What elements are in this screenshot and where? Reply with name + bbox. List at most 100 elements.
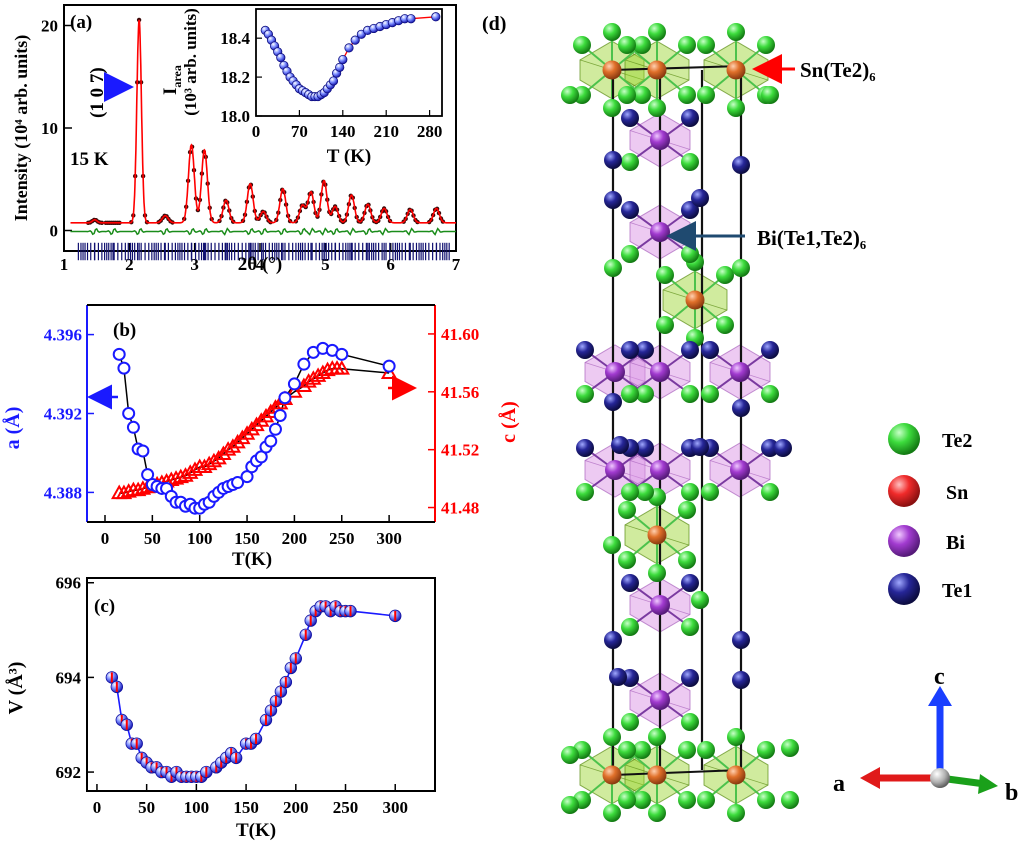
atom-te2 xyxy=(618,501,636,519)
atom-bi xyxy=(650,222,670,242)
atom-te2 xyxy=(701,483,719,501)
panel-b-xlabel: T(K) xyxy=(232,549,272,570)
legend: Te2 Sn Bi Te1 xyxy=(888,423,972,605)
atom-sn xyxy=(726,765,746,785)
atom-te2 xyxy=(621,618,639,636)
atom-bi xyxy=(730,362,750,382)
atom-te2 xyxy=(603,728,621,746)
atom-te2 xyxy=(618,791,636,809)
atom-te2 xyxy=(618,551,636,569)
c-param-point xyxy=(167,470,185,485)
x-tick-label: 0 xyxy=(101,529,110,548)
a-axis-head xyxy=(860,767,880,789)
c-param-point xyxy=(380,364,398,379)
axis-triad: c a b xyxy=(833,664,1018,806)
c-axis-head xyxy=(928,686,952,706)
atom-te1 xyxy=(774,439,792,457)
panel-c-label: (c) xyxy=(94,596,115,617)
atom-te2 xyxy=(621,483,639,501)
atom-te2 xyxy=(681,385,699,403)
c-axis-label: c xyxy=(934,664,945,690)
legend-te2-swatch xyxy=(888,423,920,455)
atom-te1 xyxy=(761,439,779,457)
a-param-point xyxy=(117,361,131,375)
y-tick-label: 20 xyxy=(41,17,58,36)
c-param-point xyxy=(186,461,204,476)
x-tick-label: 200 xyxy=(283,798,309,817)
panel-b: 0 50 100 150 200 250 300 4.388 4.392 4.396 41.48 41… xyxy=(1,304,520,570)
atom-te2 xyxy=(573,36,591,54)
y-tick-label: 0 xyxy=(50,222,59,241)
legend-te1: Te1 xyxy=(942,580,972,602)
atom-bi xyxy=(605,460,625,480)
atom-te2 xyxy=(716,266,734,284)
a-param-point xyxy=(273,408,287,422)
atom-te2 xyxy=(727,804,745,822)
a-param-point xyxy=(122,407,136,420)
temperature-annotation: 15 K xyxy=(70,149,109,170)
inset-xlabel: T (K) xyxy=(327,146,372,167)
y-tick-label-right: 41.52 xyxy=(441,441,479,460)
a-param-point xyxy=(335,347,349,361)
c-param-point xyxy=(248,416,265,432)
atom-te1 xyxy=(681,574,699,592)
x-tick-label: 300 xyxy=(376,529,402,548)
legend-sn-swatch xyxy=(888,475,920,507)
a-param-point xyxy=(382,359,396,373)
bragg-markers xyxy=(77,242,450,261)
legend-bi: Bi xyxy=(946,532,965,554)
atom-te2 xyxy=(621,153,639,171)
atom-te2 xyxy=(603,99,621,117)
atom-te2 xyxy=(761,483,779,501)
atom-te2 xyxy=(561,796,579,814)
atom-te2 xyxy=(697,36,715,54)
atom-te2 xyxy=(618,86,636,104)
c-param-point xyxy=(134,480,152,495)
inset-x-tick-label: 140 xyxy=(330,122,356,141)
atom-te1 xyxy=(576,341,594,359)
c-param-point xyxy=(333,360,350,375)
c-param-point xyxy=(215,445,232,461)
atom-te1 xyxy=(604,191,622,209)
panel-c-frame xyxy=(86,577,436,792)
panel-b-label: (b) xyxy=(113,320,136,341)
atom-te1 xyxy=(604,393,622,411)
atom-te1 xyxy=(732,631,750,649)
atom-te2 xyxy=(697,791,715,809)
panel-b-ylabel-right: c (Å) xyxy=(497,401,520,443)
x-tick-label: 2 xyxy=(125,255,134,274)
c-param-point xyxy=(253,412,270,427)
atom-te2 xyxy=(618,36,636,54)
atom-te2 xyxy=(576,385,594,403)
inset-y-tick-label: 18.0 xyxy=(220,107,250,126)
atom-te2 xyxy=(678,551,696,569)
a-param-point xyxy=(278,391,292,405)
c-param-point xyxy=(224,438,242,453)
inset-point xyxy=(350,35,360,45)
atom-te1 xyxy=(621,341,639,359)
y-tick-label-left: 4.396 xyxy=(44,326,82,345)
bi-annotation: Bi(Te1,Te2)₆ xyxy=(757,226,866,250)
c-param-point xyxy=(229,433,246,449)
panel-a-label: (a) xyxy=(70,12,92,33)
c-param-point xyxy=(234,429,251,445)
atom-te1 xyxy=(604,151,622,169)
x-tick-label: 50 xyxy=(144,529,161,548)
difference-curve xyxy=(70,227,456,236)
inset-x-tick-label: 0 xyxy=(252,122,261,141)
cell-edge xyxy=(612,65,742,71)
atom-te2 xyxy=(761,86,779,104)
y-tick-label: 692 xyxy=(56,763,82,782)
atom-te2 xyxy=(648,23,666,41)
panel-b-ylabel-left: a (Å) xyxy=(1,407,24,450)
c-param-point xyxy=(243,420,261,436)
legend-bi-swatch xyxy=(888,525,920,557)
legend-sn: Sn xyxy=(946,482,968,504)
atom-te2 xyxy=(648,564,666,582)
x-tick-label: 50 xyxy=(138,798,155,817)
atom-te2 xyxy=(603,23,621,41)
sn-annotation: Sn(Te2)₆ xyxy=(800,58,876,82)
panel-d: (d) Sn(Te2)₆ Bi(Te1,Te2)₆ Te2 Sn Bi Te1 xyxy=(482,13,1018,822)
x-tick-label: 150 xyxy=(233,798,259,817)
